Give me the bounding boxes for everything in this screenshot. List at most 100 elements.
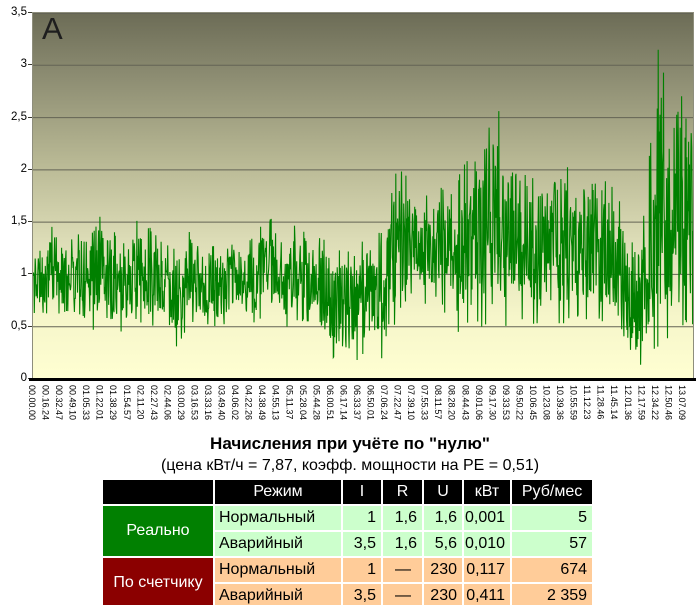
x-axis-label: 07.22.47 xyxy=(392,385,403,421)
value-cell: 0,411 xyxy=(464,584,511,605)
x-axis-label: 05.28.04 xyxy=(297,385,308,421)
y-axis-label: 3,5 xyxy=(11,6,27,18)
table-corner-cell xyxy=(103,480,213,504)
group-label-meter: По счетчику xyxy=(103,558,213,605)
y-axis-label: 1,5 xyxy=(11,215,27,228)
chart-annotation-label: А xyxy=(42,11,63,46)
table-row: По счетчику Нормальный 1 — 230 0,117 674 xyxy=(103,558,593,605)
x-axis-line xyxy=(29,378,696,381)
x-axis-label: 00.16.24 xyxy=(40,385,51,421)
x-axis-label: 04.22.26 xyxy=(243,385,254,421)
x-axis-label: 02.27.43 xyxy=(148,385,159,421)
table-title: Начисления при учёте по "нулю" xyxy=(210,434,490,453)
x-axis-label: 06.50.01 xyxy=(365,385,376,421)
y-axis-tick xyxy=(28,116,32,118)
mode-cell: Нормальный xyxy=(215,506,341,530)
x-axis-label: 12.01.36 xyxy=(622,385,633,421)
x-axis-label: 05.44.28 xyxy=(311,385,322,421)
x-axis-label: 09.33.53 xyxy=(500,385,511,421)
x-axis-label: 10.06.45 xyxy=(527,385,538,421)
x-axis-label: 05.11.37 xyxy=(284,385,295,420)
x-axis-label: 00.32.47 xyxy=(54,385,65,421)
y-axis-label: 2,5 xyxy=(11,110,27,123)
value-cell: 1,6 xyxy=(383,506,422,530)
y-axis-tick xyxy=(28,325,32,327)
x-axis-label: 01.54.57 xyxy=(121,385,132,421)
value-cell: 1,6 xyxy=(424,506,462,530)
charges-table: Режим I R U кВт Руб/мес Реально Нормальн… xyxy=(101,478,594,605)
value-cell: — xyxy=(383,558,422,582)
y-axis-label: 2 xyxy=(20,162,27,175)
x-axis-label: 03.16.53 xyxy=(189,385,200,421)
value-cell: 57 xyxy=(512,532,593,556)
x-axis-label: 12.17.59 xyxy=(636,385,647,421)
x-axis-label: 07.39.10 xyxy=(406,385,417,421)
y-axis-tick xyxy=(28,273,32,275)
col-header-rub: Руб/мес xyxy=(512,480,593,504)
group-label-real: Реально xyxy=(103,506,213,556)
col-header-u: U xyxy=(424,480,462,504)
x-axis-label: 04.38.49 xyxy=(257,385,268,421)
y-axis-tick xyxy=(28,12,32,13)
x-axis-label: 07.06.24 xyxy=(379,385,390,421)
waveform-svg xyxy=(33,13,693,365)
x-axis-label: 00.00.00 xyxy=(27,385,37,421)
value-cell: 5,6 xyxy=(424,532,462,556)
x-axis-label: 09.50.22 xyxy=(514,385,525,421)
mode-cell: Аварийный xyxy=(215,584,341,605)
x-axis-label: 08.44.43 xyxy=(460,385,471,421)
value-cell: 3,5 xyxy=(343,532,381,556)
col-header-mode: Режим xyxy=(215,480,341,504)
power-chart: 3,5 3 2,5 2 1,5 1 0,5 0 А 00.00.00 00.16.24 00.32… xyxy=(11,6,696,421)
value-cell: 0,001 xyxy=(464,506,511,530)
x-axis-label: 03.49.40 xyxy=(216,385,227,421)
plot-area: А xyxy=(32,11,694,380)
x-axis-label: 10.55.59 xyxy=(568,385,579,421)
value-cell: 2 359 xyxy=(512,584,593,605)
value-cell: 1,6 xyxy=(383,532,422,556)
x-axis-label: 08.11.57 xyxy=(433,385,444,420)
x-axis-label: 00.49.10 xyxy=(67,385,78,421)
x-axis-label: 08.28.20 xyxy=(446,385,457,421)
x-axis-label: 09.01.06 xyxy=(473,385,484,421)
value-cell: 3,5 xyxy=(343,584,381,605)
y-axis-label: 1 xyxy=(20,267,27,280)
y-axis-label: 0,5 xyxy=(11,319,27,332)
x-axis-label: 02.11.20 xyxy=(135,385,146,420)
table-row: Аварийный 3,5 1,6 5,6 0,010 57 xyxy=(103,532,593,556)
x-axis-label: 07.55.33 xyxy=(419,385,430,421)
caption: Начисления при учёте по "нулю" (цена кВт… xyxy=(0,433,700,476)
x-axis-label: 11.28.46 xyxy=(595,385,606,420)
x-axis-label: 12.50.46 xyxy=(663,385,674,421)
col-header-r: R xyxy=(383,480,422,504)
x-axis-label: 06.00.51 xyxy=(324,385,335,421)
x-axis-label: 01.05.33 xyxy=(81,385,92,421)
x-axis-label: 03.00.29 xyxy=(175,385,186,421)
value-cell: 1 xyxy=(343,558,381,582)
x-axis-label: 13.07.09 xyxy=(676,385,687,421)
x-axis-label: 01.38.29 xyxy=(108,385,119,421)
value-cell: 230 xyxy=(424,584,462,605)
waveform-line xyxy=(33,49,693,365)
x-axis-label: 10.39.36 xyxy=(555,385,566,421)
col-header-kw: кВт xyxy=(464,480,511,504)
value-cell: — xyxy=(383,584,422,605)
x-axis-label: 01.22.01 xyxy=(94,385,105,421)
x-axis-label: 09.17.30 xyxy=(487,385,498,421)
x-axis-label: 11.12.23 xyxy=(582,385,593,420)
value-cell: 1 xyxy=(343,506,381,530)
table-subtitle: (цена кВт/ч = 7,87, коэфф. мощности на P… xyxy=(160,457,540,474)
y-axis-tick xyxy=(28,64,32,66)
value-cell: 230 xyxy=(424,558,462,582)
value-cell: 0,117 xyxy=(464,558,511,582)
x-axis-label: 02.44.06 xyxy=(162,385,173,421)
x-axis-label: 12.34.22 xyxy=(649,385,660,421)
x-axis-label: 03.33.16 xyxy=(203,385,214,421)
mode-cell: Нормальный xyxy=(215,558,341,582)
mode-cell: Аварийный xyxy=(215,532,341,556)
x-axis-label: 10.23.08 xyxy=(541,385,552,421)
x-axis-label: 04.55.13 xyxy=(270,385,281,421)
value-cell: 0,010 xyxy=(464,532,511,556)
y-axis-label: 3 xyxy=(20,58,27,71)
